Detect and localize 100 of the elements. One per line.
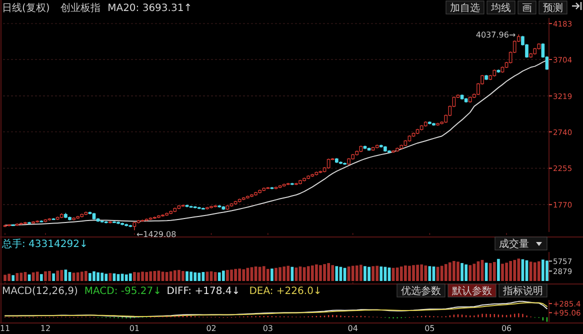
bar xyxy=(16,273,19,281)
bar xyxy=(169,271,172,281)
bar xyxy=(315,264,318,281)
bar xyxy=(360,264,362,281)
bar xyxy=(472,264,476,281)
annotation: ←1429.08 xyxy=(136,230,176,240)
bar xyxy=(226,270,229,281)
bar xyxy=(444,264,448,281)
bar xyxy=(100,272,104,281)
bar xyxy=(44,271,47,281)
bar xyxy=(302,267,306,281)
bar xyxy=(190,272,192,281)
bar xyxy=(128,273,132,281)
bar xyxy=(452,260,456,281)
bar xyxy=(286,266,290,281)
text: 指标说明 xyxy=(502,285,543,297)
x-tick-label: 06 xyxy=(501,324,512,333)
x-tick-label: 04 xyxy=(348,324,358,333)
text: 加自选 xyxy=(450,2,480,14)
candlestick xyxy=(326,158,330,169)
bar xyxy=(182,270,184,281)
bar xyxy=(323,264,326,281)
bar xyxy=(331,265,334,281)
bar xyxy=(424,265,428,281)
bar xyxy=(4,274,6,281)
bar xyxy=(364,266,366,281)
bar xyxy=(145,272,148,281)
bar xyxy=(250,267,254,281)
series-label: MACD: -95.27↓ xyxy=(84,286,162,297)
series-label: DIFF: +178.4↓ xyxy=(166,286,240,297)
bar xyxy=(412,265,415,281)
bar xyxy=(492,262,496,281)
bar xyxy=(380,266,383,281)
bar xyxy=(501,264,504,281)
bar xyxy=(546,260,548,281)
bar xyxy=(40,274,43,281)
bar xyxy=(404,265,407,281)
bar xyxy=(400,266,403,281)
bar xyxy=(278,267,282,281)
bar xyxy=(234,268,237,281)
x-tick-label: 02 xyxy=(206,324,216,333)
bar xyxy=(84,270,88,281)
bar xyxy=(310,265,314,281)
chart-title: MACD(12,26,9) xyxy=(2,286,78,297)
bar xyxy=(52,273,55,281)
x-tick-label: 12 xyxy=(40,324,51,333)
bar xyxy=(513,260,516,281)
bar xyxy=(408,266,411,281)
bar xyxy=(96,272,100,281)
bar xyxy=(270,268,274,281)
bar xyxy=(416,264,419,281)
bar xyxy=(351,266,354,281)
bar xyxy=(178,270,180,281)
text: 均线 xyxy=(490,2,511,14)
bar xyxy=(355,265,358,281)
bar xyxy=(448,262,452,281)
bar xyxy=(230,270,233,281)
text: 预测 xyxy=(543,2,563,14)
bar xyxy=(533,262,536,281)
bar xyxy=(60,270,64,281)
bar xyxy=(262,266,266,281)
bar xyxy=(460,263,464,281)
bar xyxy=(222,270,225,281)
x-tick-label: 11 xyxy=(0,324,10,333)
bar xyxy=(141,272,144,281)
bar xyxy=(12,275,15,281)
series-label: DEA: +226.0↓ xyxy=(249,286,322,297)
bar xyxy=(376,266,379,281)
bar xyxy=(20,272,23,281)
bar xyxy=(319,265,322,281)
bar xyxy=(8,274,10,281)
bar xyxy=(464,264,468,281)
bar xyxy=(72,272,76,281)
bar xyxy=(36,272,39,281)
bar xyxy=(542,260,544,281)
bar xyxy=(133,272,136,281)
chart-title: 日线(复权) xyxy=(2,2,50,14)
bar xyxy=(161,272,164,281)
bar xyxy=(497,258,500,281)
bar xyxy=(198,272,201,281)
bar xyxy=(88,273,92,281)
annotation: 4037.96→ xyxy=(476,30,516,40)
text: 成交量 xyxy=(499,238,529,250)
bar xyxy=(468,265,472,281)
bar xyxy=(194,272,197,281)
bar xyxy=(242,269,246,281)
x-tick-label: 05 xyxy=(424,324,435,333)
bar xyxy=(306,266,310,281)
bar xyxy=(56,270,60,281)
x-tick-label: 01 xyxy=(129,324,140,333)
line-series xyxy=(4,60,548,226)
bar xyxy=(124,274,128,281)
bar xyxy=(149,271,152,281)
bar xyxy=(266,268,270,281)
bar xyxy=(327,263,330,281)
bar xyxy=(420,264,424,281)
bar xyxy=(372,266,374,281)
text: 默认参数 xyxy=(451,285,492,297)
bar xyxy=(206,272,209,281)
chart-title: 总手: 43314292↓ xyxy=(1,238,88,250)
